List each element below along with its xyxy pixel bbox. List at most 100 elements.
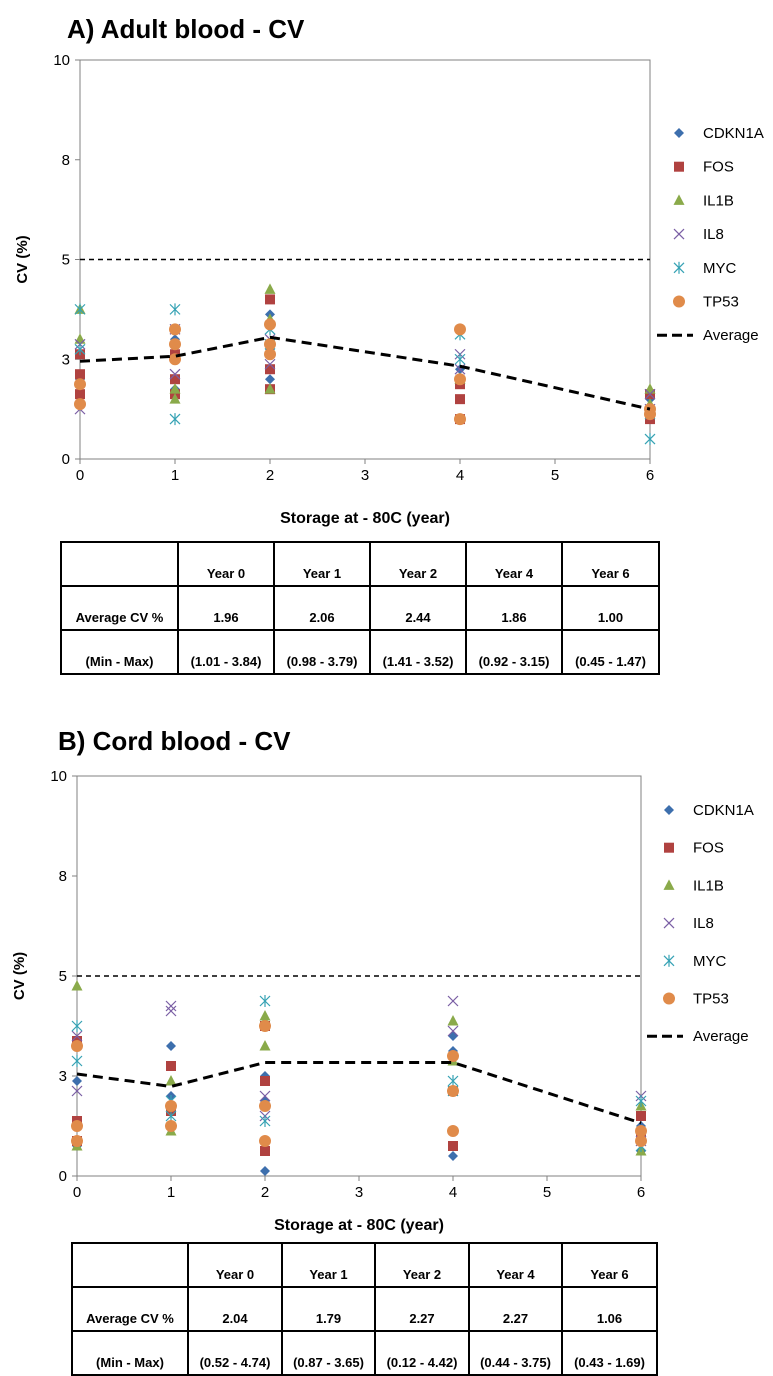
- data-point-il1b: [169, 393, 181, 404]
- table-header-cell: Year 0: [187, 1242, 283, 1288]
- data-point-tp53: [635, 1125, 647, 1137]
- x-tick-label: 3: [361, 467, 369, 484]
- legend-swatch: [663, 954, 675, 967]
- data-point-fos: [636, 1111, 646, 1121]
- data-point-il1b: [74, 333, 86, 344]
- data-point-myc: [259, 995, 271, 1007]
- table-header-cell: Year 6: [561, 1242, 658, 1288]
- data-point-il1b: [165, 1075, 177, 1086]
- data-point-tp53: [259, 1020, 271, 1032]
- legend-swatch: [664, 842, 674, 853]
- table-cell: (0.87 - 3.65): [281, 1330, 376, 1376]
- table-cell: (0.44 - 3.75): [468, 1330, 563, 1376]
- data-point-tp53: [454, 413, 466, 426]
- y-tick-label: 10: [50, 768, 67, 785]
- table-row-range: (Min - Max) (1.01 - 3.84) (0.98 - 3.79) …: [60, 629, 660, 675]
- data-point-il1b: [447, 1015, 459, 1026]
- y-tick-label: 0: [59, 1168, 67, 1185]
- table-header-cell: Year 2: [374, 1242, 470, 1288]
- data-point-tp53: [454, 373, 466, 386]
- x-tick-label: 0: [73, 1184, 81, 1201]
- data-point-tp53: [259, 1100, 271, 1112]
- table-cell: (0.52 - 4.74): [187, 1330, 283, 1376]
- data-point-tp53: [447, 1050, 459, 1062]
- legend-label: TP53: [703, 294, 739, 311]
- x-tick-label: 6: [646, 467, 654, 484]
- data-point-tp53: [71, 1120, 83, 1132]
- table-cell: 2.27: [468, 1286, 563, 1332]
- legend-swatch: [673, 261, 685, 274]
- x-tick-label: 4: [449, 1184, 457, 1201]
- table-header-cell: Year 4: [465, 541, 563, 587]
- y-tick-label: 0: [62, 451, 70, 468]
- data-point-fos: [265, 294, 275, 305]
- table-row-average: Average CV % 1.96 2.06 2.44 1.86 1.00: [60, 585, 660, 631]
- legend-label: IL1B: [703, 192, 734, 209]
- legend-label: FOS: [693, 840, 724, 857]
- data-point-il1b: [259, 1010, 271, 1021]
- data-point-myc: [74, 303, 86, 316]
- data-point-fos: [265, 364, 275, 375]
- data-point-fos: [170, 374, 180, 385]
- x-tick-label: 4: [456, 467, 464, 484]
- data-point-myc: [169, 413, 181, 426]
- data-point-fos: [166, 1061, 176, 1071]
- data-point-myc: [71, 1020, 83, 1032]
- table-cell: 2.06: [273, 585, 371, 631]
- legend-label: IL8: [693, 915, 714, 932]
- y-tick-label: 5: [62, 252, 70, 269]
- data-point-tp53: [71, 1040, 83, 1052]
- table-cell: 1.00: [561, 585, 660, 631]
- cord-blood-cv-chart: 0 3 5 8 10 0 1 2 3 4 5 6 CV (%) Storage at - 80C (yea…: [11, 768, 754, 1234]
- data-point-tp53: [264, 348, 276, 361]
- x-tick-label: 2: [261, 1184, 269, 1201]
- y-tick-label: 10: [53, 52, 70, 69]
- table-header-cell: Year 0: [177, 541, 275, 587]
- data-point-tp53: [644, 408, 656, 421]
- table-header-cell: Year 6: [561, 541, 660, 587]
- summary-table: Year 0 Year 1 Year 2 Year 4 Year 6 Avera…: [60, 541, 660, 675]
- data-point-cdkn1a: [72, 1076, 82, 1086]
- table-row-range: (Min - Max) (0.52 - 4.74) (0.87 - 3.65) …: [71, 1330, 658, 1376]
- data-point-tp53: [71, 1135, 83, 1147]
- data-point-fos: [260, 1076, 270, 1086]
- chart-title: A) Adult blood - CV: [67, 14, 305, 44]
- legend-swatch: [664, 805, 674, 815]
- table-cell: (0.12 - 4.42): [374, 1330, 470, 1376]
- legend-label: Average: [693, 1028, 749, 1045]
- average-line: [79, 335, 651, 411]
- data-point-il8: [259, 1090, 271, 1102]
- data-point-tp53: [264, 318, 276, 331]
- data-point-tp53: [635, 1135, 647, 1147]
- data-point-tp53: [264, 338, 276, 351]
- data-point-il1b: [71, 980, 83, 991]
- legend-label: MYC: [703, 260, 737, 277]
- data-point-cdkn1a: [265, 374, 275, 385]
- data-point-il8: [447, 995, 459, 1007]
- table-corner-cell: [60, 541, 179, 587]
- table-cell: (1.41 - 3.52): [369, 629, 467, 675]
- legend-swatch: [674, 128, 684, 138]
- y-tick-label: 3: [59, 1068, 67, 1085]
- x-axis-label: Storage at - 80C (year): [274, 1217, 444, 1234]
- average-line: [76, 1061, 642, 1125]
- data-point-il8: [264, 358, 276, 370]
- x-tick-label: 5: [551, 467, 559, 484]
- legend-swatch: [663, 917, 675, 929]
- panel-adult-blood: A) Adult blood - CV 0 3 5 8 10 0 1 2 3 4 5 6 CV (%) S…: [0, 0, 773, 680]
- x-axis-label: Storage at - 80C (year): [280, 510, 450, 527]
- table-row-label: Average CV %: [71, 1286, 189, 1332]
- table-row-average: Average CV % 2.04 1.79 2.27 2.27 1.06: [71, 1286, 658, 1332]
- data-point-tp53: [169, 323, 181, 336]
- data-point-myc: [74, 343, 86, 356]
- table-cell: (0.92 - 3.15): [465, 629, 563, 675]
- legend-label: CDKN1A: [693, 802, 754, 819]
- table-cell: 1.06: [561, 1286, 658, 1332]
- data-point-tp53: [259, 1135, 271, 1147]
- table-cell: (0.43 - 1.69): [561, 1330, 658, 1376]
- table-header-cell: Year 1: [281, 1242, 376, 1288]
- data-point-fos: [455, 394, 465, 405]
- legend-label: IL8: [703, 226, 724, 243]
- table-header-cell: Year 2: [369, 541, 467, 587]
- legend-swatch: [673, 228, 685, 240]
